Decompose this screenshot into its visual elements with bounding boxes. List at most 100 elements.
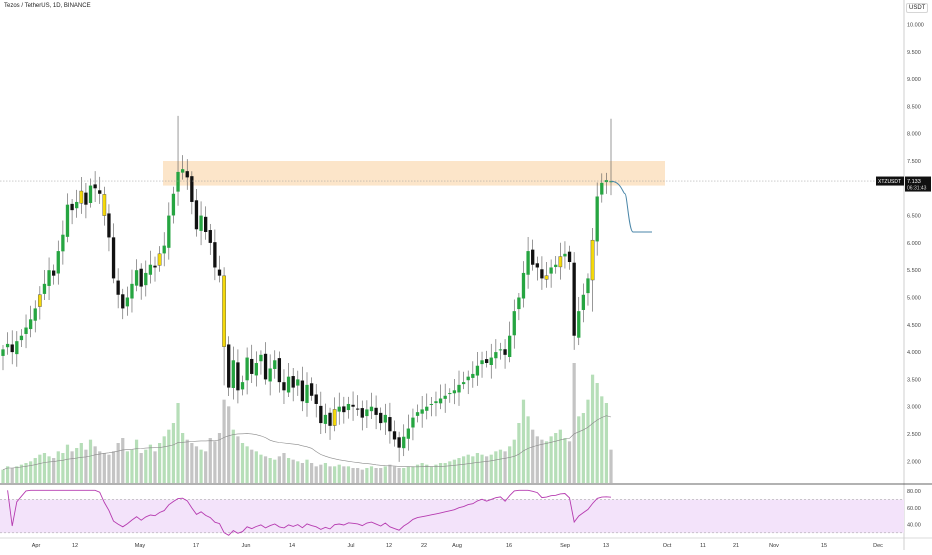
volume-bar bbox=[309, 463, 314, 483]
x-tick-label: 12 bbox=[386, 543, 392, 549]
volume-bar bbox=[577, 416, 581, 483]
candle-body bbox=[332, 409, 337, 426]
candle-body bbox=[300, 380, 305, 402]
volume-bar bbox=[452, 459, 457, 483]
candle-body bbox=[139, 268, 143, 287]
price-tick-label: 7.500 bbox=[907, 159, 921, 165]
volume-bar bbox=[236, 436, 240, 483]
candle-body bbox=[531, 249, 535, 265]
x-tick-label: 12 bbox=[72, 543, 78, 549]
volume-bar bbox=[1, 469, 5, 483]
candle-body bbox=[314, 394, 318, 404]
candle-body bbox=[98, 190, 102, 194]
volume-bar bbox=[296, 461, 300, 483]
volume-bar bbox=[98, 451, 102, 483]
candle-body bbox=[554, 264, 558, 268]
candle-body bbox=[526, 251, 530, 275]
candle-body bbox=[28, 319, 33, 330]
currency-badge[interactable]: USDT bbox=[906, 3, 929, 13]
volume-bar bbox=[374, 468, 378, 483]
x-tick-label: Jun bbox=[242, 543, 251, 549]
volume-bar bbox=[365, 468, 369, 483]
candle-body bbox=[180, 169, 185, 173]
volume-bar bbox=[429, 466, 433, 483]
candle-body bbox=[134, 270, 139, 286]
volume-bar bbox=[590, 374, 595, 483]
candle-body bbox=[88, 185, 93, 203]
x-tick-label: Dec bbox=[873, 543, 883, 549]
volume-bar bbox=[508, 446, 512, 483]
volume-bar bbox=[222, 399, 226, 483]
candle-body bbox=[305, 384, 309, 403]
candle-body bbox=[577, 311, 581, 338]
x-tick-label: 16 bbox=[506, 543, 512, 549]
volume-bar bbox=[540, 439, 544, 483]
candle-body bbox=[365, 409, 369, 417]
volume-bar bbox=[475, 453, 480, 483]
candle-body bbox=[37, 294, 42, 307]
candle-body bbox=[572, 262, 576, 336]
candle-body bbox=[84, 192, 88, 205]
volume-bar bbox=[259, 454, 263, 483]
candle-body bbox=[309, 383, 314, 396]
price-tick-label: 2.000 bbox=[907, 459, 921, 465]
candle-body bbox=[75, 201, 79, 209]
volume-bar bbox=[75, 448, 79, 483]
price-tick-label: 10.000 bbox=[907, 23, 924, 29]
candle-body bbox=[52, 270, 56, 276]
candle-body bbox=[282, 382, 286, 391]
candle-body bbox=[512, 311, 516, 336]
candle-body bbox=[217, 269, 222, 276]
resistance-zone bbox=[163, 161, 665, 186]
candle-body bbox=[121, 294, 125, 309]
volume-bar bbox=[19, 464, 24, 483]
candle-body bbox=[250, 358, 254, 374]
candle-body bbox=[379, 412, 383, 424]
volume-bar bbox=[544, 441, 549, 483]
volume-bar bbox=[342, 466, 346, 483]
rsi-line bbox=[7, 489, 612, 536]
candle-body bbox=[457, 384, 461, 393]
volume-bar bbox=[65, 444, 70, 483]
volume-bar bbox=[56, 451, 60, 483]
candle-body bbox=[111, 237, 116, 279]
candle-body bbox=[337, 406, 341, 412]
candle-body bbox=[286, 376, 291, 393]
candle-body bbox=[406, 428, 410, 439]
volume-bar bbox=[471, 456, 475, 483]
candle-body bbox=[356, 408, 360, 410]
volume-bar bbox=[397, 468, 401, 483]
volume-bar bbox=[406, 466, 410, 483]
volume-bar bbox=[609, 449, 613, 483]
candle-body bbox=[360, 408, 364, 418]
volume-bar bbox=[563, 438, 567, 483]
candle-body bbox=[93, 184, 97, 189]
volume-bar bbox=[93, 446, 97, 483]
candle-body bbox=[438, 398, 443, 404]
candle-body bbox=[567, 251, 572, 263]
rsi-band bbox=[0, 499, 904, 533]
volume-bar bbox=[337, 464, 341, 483]
candle-body bbox=[443, 395, 447, 399]
volume-bar bbox=[47, 456, 51, 483]
candle-body bbox=[144, 272, 148, 286]
volume-bar bbox=[277, 456, 281, 483]
volume-bar bbox=[199, 449, 203, 483]
volume-bar bbox=[369, 466, 374, 483]
volume-bar bbox=[162, 436, 166, 483]
volume-bar bbox=[489, 454, 493, 483]
candle-body bbox=[277, 358, 282, 383]
volume-bar bbox=[5, 466, 10, 483]
x-tick-label: 14 bbox=[289, 543, 295, 549]
candle-body bbox=[5, 343, 10, 348]
candle-body bbox=[148, 264, 153, 275]
volume-bar bbox=[29, 461, 33, 483]
volume-ma-line bbox=[2, 415, 612, 470]
volume-bar bbox=[144, 449, 148, 483]
volume-bar bbox=[333, 466, 337, 483]
candle-body bbox=[480, 360, 484, 365]
candle-body bbox=[535, 263, 539, 268]
volume-bar bbox=[600, 396, 604, 483]
